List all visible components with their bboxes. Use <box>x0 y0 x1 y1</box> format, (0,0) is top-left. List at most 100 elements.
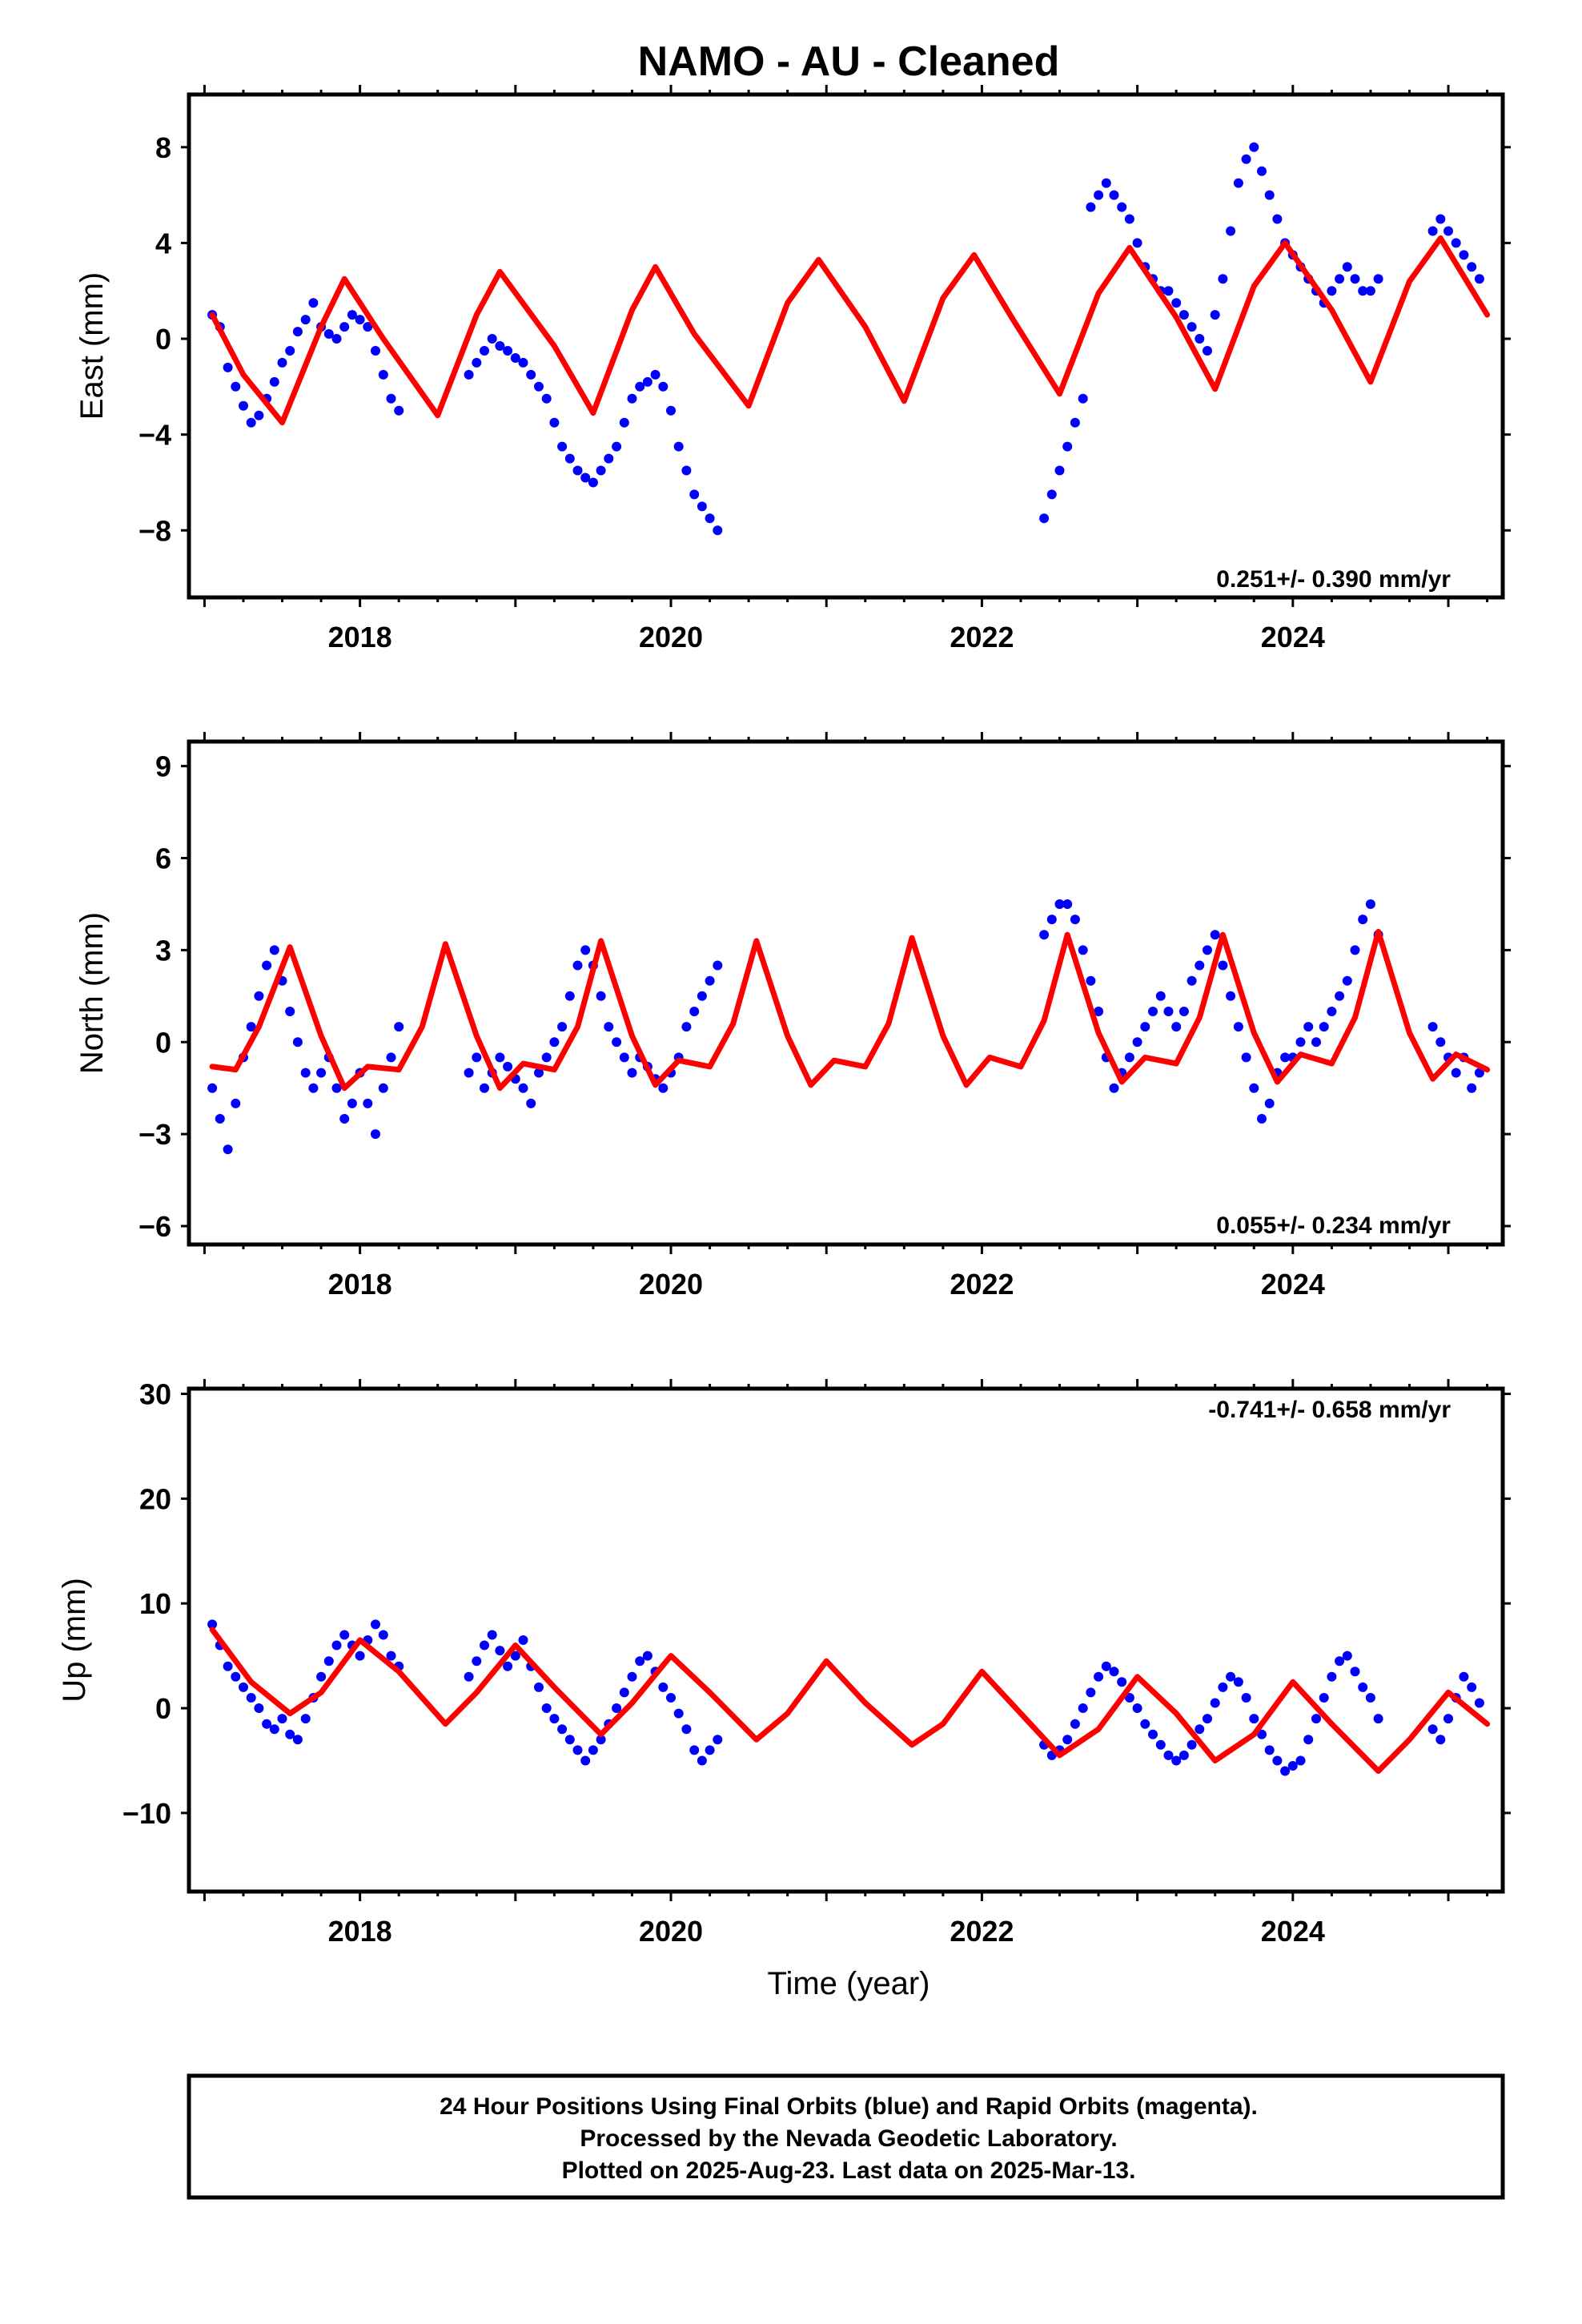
north-rate-label: 0.055+/- 0.234 mm/yr <box>1216 1212 1451 1239</box>
north-data-point <box>1155 991 1166 1001</box>
north-data-point <box>1039 930 1050 940</box>
east-data-point <box>1124 214 1134 224</box>
up-data-point <box>1303 1735 1314 1745</box>
north-data-point <box>1257 1114 1267 1124</box>
north-data-point <box>292 1037 303 1047</box>
up-data-point <box>673 1708 684 1719</box>
north-data-point <box>619 1052 629 1063</box>
east-data-point <box>681 465 692 476</box>
up-data-point <box>612 1703 622 1713</box>
north-data-point <box>1203 945 1212 955</box>
up-data-point <box>627 1671 637 1682</box>
east-data-point <box>300 315 311 325</box>
up-data-point <box>331 1640 342 1651</box>
east-data-point <box>518 357 528 368</box>
east-data-point <box>572 465 583 476</box>
north-x-tick-label: 2022 <box>950 1268 1014 1301</box>
north-data-point <box>316 1068 327 1078</box>
up-data-point <box>1132 1703 1142 1713</box>
north-data-point <box>1062 899 1073 909</box>
east-plot-frame <box>187 92 1505 600</box>
up-data-point <box>316 1671 327 1682</box>
east-data-point <box>472 357 482 368</box>
north-x-tick-label: 2024 <box>1261 1268 1325 1301</box>
east-data-point <box>1171 298 1182 308</box>
up-data-point <box>534 1682 544 1692</box>
up-y-tick-label: 10 <box>139 1587 171 1620</box>
up-data-point <box>231 1671 241 1682</box>
up-data-point <box>713 1735 723 1745</box>
north-data-point <box>1186 975 1197 986</box>
east-data-point <box>285 346 295 356</box>
north-data-point <box>308 1083 319 1093</box>
north-y-tick-label: −3 <box>139 1118 171 1151</box>
north-data-point <box>1474 1068 1484 1078</box>
up-data-point <box>1203 1714 1212 1724</box>
east-data-point <box>371 346 380 356</box>
east-data-point <box>487 334 497 344</box>
north-data-point <box>207 1083 218 1093</box>
up-data-point <box>269 1724 279 1735</box>
east-data-point <box>254 410 264 420</box>
east-data-point <box>331 334 342 344</box>
north-data-point <box>1132 1037 1142 1047</box>
panel-north: 9 6 3 0 −3 −6 2018 2020 2022 2024 North (mm) 0.05… <box>74 732 1511 1301</box>
east-data-point <box>642 376 652 387</box>
east-x-tick-label: 2022 <box>950 621 1014 653</box>
up-x-tick-label: 2018 <box>328 1915 392 1948</box>
east-data-point <box>1109 190 1119 200</box>
up-data-point <box>681 1724 692 1735</box>
east-data-point <box>541 393 552 404</box>
east-data-point <box>1054 465 1065 476</box>
east-data-point <box>650 369 661 380</box>
north-data-point <box>331 1083 342 1093</box>
east-data-point <box>394 405 404 416</box>
up-model-curve <box>209 1626 1491 1774</box>
east-data-point <box>1350 274 1360 284</box>
up-data-point <box>1264 1745 1275 1755</box>
east-data-point <box>308 298 319 308</box>
north-data-point <box>564 991 575 1001</box>
east-data-point <box>1163 286 1174 296</box>
east-data-point <box>564 453 575 464</box>
up-data-point <box>596 1735 606 1745</box>
up-data-point <box>635 1656 645 1667</box>
east-data-point <box>269 376 279 387</box>
up-data-point <box>1226 1671 1236 1682</box>
up-data-point <box>1459 1671 1469 1682</box>
up-data-point <box>1249 1714 1259 1724</box>
east-data-point <box>1233 178 1243 188</box>
north-data-point <box>1094 1007 1104 1016</box>
east-data-point <box>1178 310 1189 320</box>
up-data-point <box>1272 1755 1283 1766</box>
north-data-point <box>1319 1022 1329 1032</box>
up-data-point <box>300 1714 311 1724</box>
up-data-point <box>254 1703 264 1713</box>
east-data-point <box>697 501 707 512</box>
east-data-point <box>1435 214 1446 224</box>
east-data-point <box>480 346 489 356</box>
north-data-point <box>1451 1068 1461 1078</box>
east-data-point <box>1264 190 1275 200</box>
north-x-tick-label: 2020 <box>639 1268 703 1301</box>
up-points <box>207 1619 1484 1776</box>
up-rate-label: -0.741+/- 0.658 mm/yr <box>1208 1397 1451 1423</box>
up-data-point <box>1295 1755 1306 1766</box>
footer-line-3: Plotted on 2025-Aug-23. Last data on 202… <box>562 2157 1136 2184</box>
north-data-point <box>1435 1037 1446 1047</box>
east-data-point <box>1195 334 1205 344</box>
east-y-tick-label: 8 <box>155 131 171 164</box>
east-data-point <box>1327 286 1337 296</box>
east-data-point <box>1062 441 1073 452</box>
up-data-point <box>564 1735 575 1745</box>
north-data-point <box>557 1022 568 1032</box>
north-y-axis-label: North (mm) <box>74 912 110 1074</box>
east-data-point <box>1443 226 1453 236</box>
north-data-point <box>1140 1022 1150 1032</box>
up-data-point <box>689 1745 700 1755</box>
north-data-point <box>1342 975 1352 986</box>
up-data-point <box>1443 1714 1453 1724</box>
north-data-point <box>1054 899 1065 909</box>
east-data-point <box>612 441 622 452</box>
north-data-point <box>363 1098 373 1108</box>
